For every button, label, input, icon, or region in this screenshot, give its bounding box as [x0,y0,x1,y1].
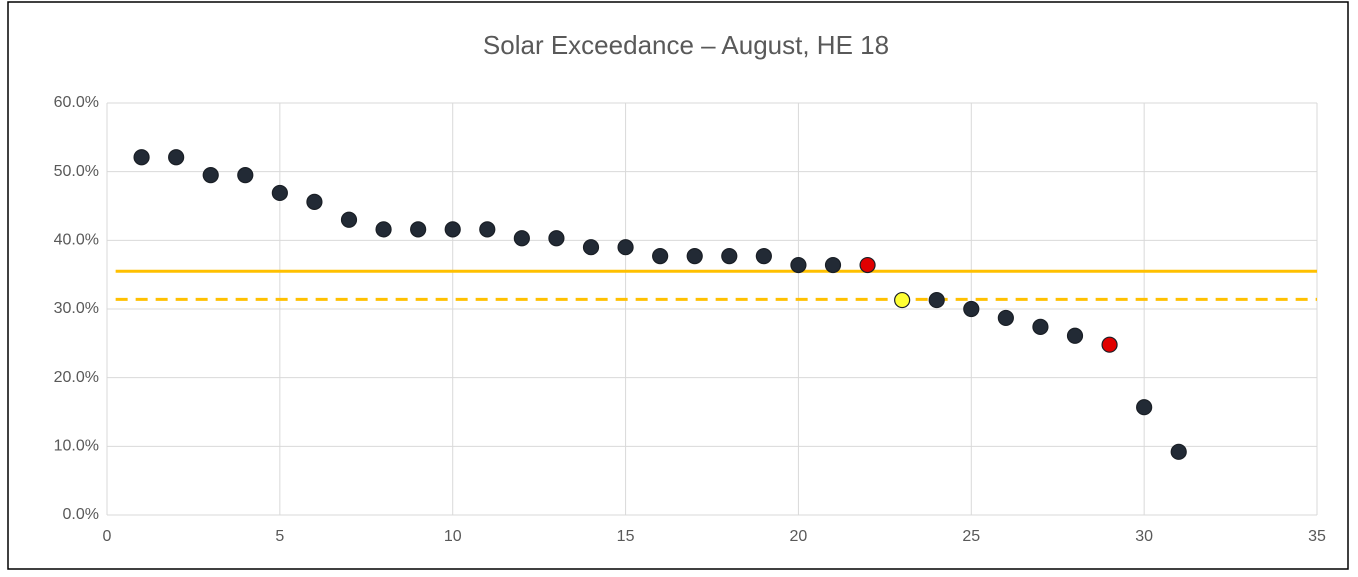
chart-title: Solar Exceedance – August, HE 18 [483,30,889,60]
data-point [617,239,634,256]
data-point [168,149,185,166]
x-tick-label: 20 [790,528,808,545]
data-point [824,256,842,274]
data-point [375,221,392,238]
data-point [1170,443,1187,460]
data-point [1032,318,1049,335]
data-point [686,248,703,265]
data-point [1101,336,1118,353]
x-tick-label: 35 [1308,528,1326,545]
data-point [271,184,288,202]
data-point [237,167,254,184]
data-point [859,256,876,274]
x-tick-label: 0 [103,528,112,545]
data-point [582,239,600,256]
data-point [652,248,669,265]
x-tick-label: 5 [275,528,284,545]
data-point [202,167,219,184]
y-tick-label: 50.0% [54,163,99,180]
data-point [133,149,150,166]
data-point [340,211,358,228]
x-tick-label: 25 [962,528,980,545]
data-point [755,248,772,265]
data-point [548,230,565,247]
y-tick-label: 10.0% [54,438,99,455]
data-point [997,309,1014,327]
data-point [444,221,461,238]
y-tick-label: 60.0% [54,94,99,111]
y-tick-label: 20.0% [54,369,99,386]
data-point [963,300,980,318]
data-point [928,291,945,309]
data-point [1066,327,1084,344]
y-tick-label: 30.0% [54,300,99,317]
data-point [790,256,807,274]
data-point [721,248,738,265]
data-point [1136,399,1153,416]
x-tick-label: 15 [617,528,635,545]
data-point [479,221,496,238]
data-point [513,230,530,247]
y-tick-label: 40.0% [54,232,99,249]
y-tick-label: 0.0% [63,506,99,523]
data-point [306,193,323,210]
x-tick-label: 30 [1135,528,1153,545]
chart-border [7,1,1349,570]
x-tick-label: 10 [444,528,462,545]
data-point [894,291,911,309]
data-point [410,221,427,238]
